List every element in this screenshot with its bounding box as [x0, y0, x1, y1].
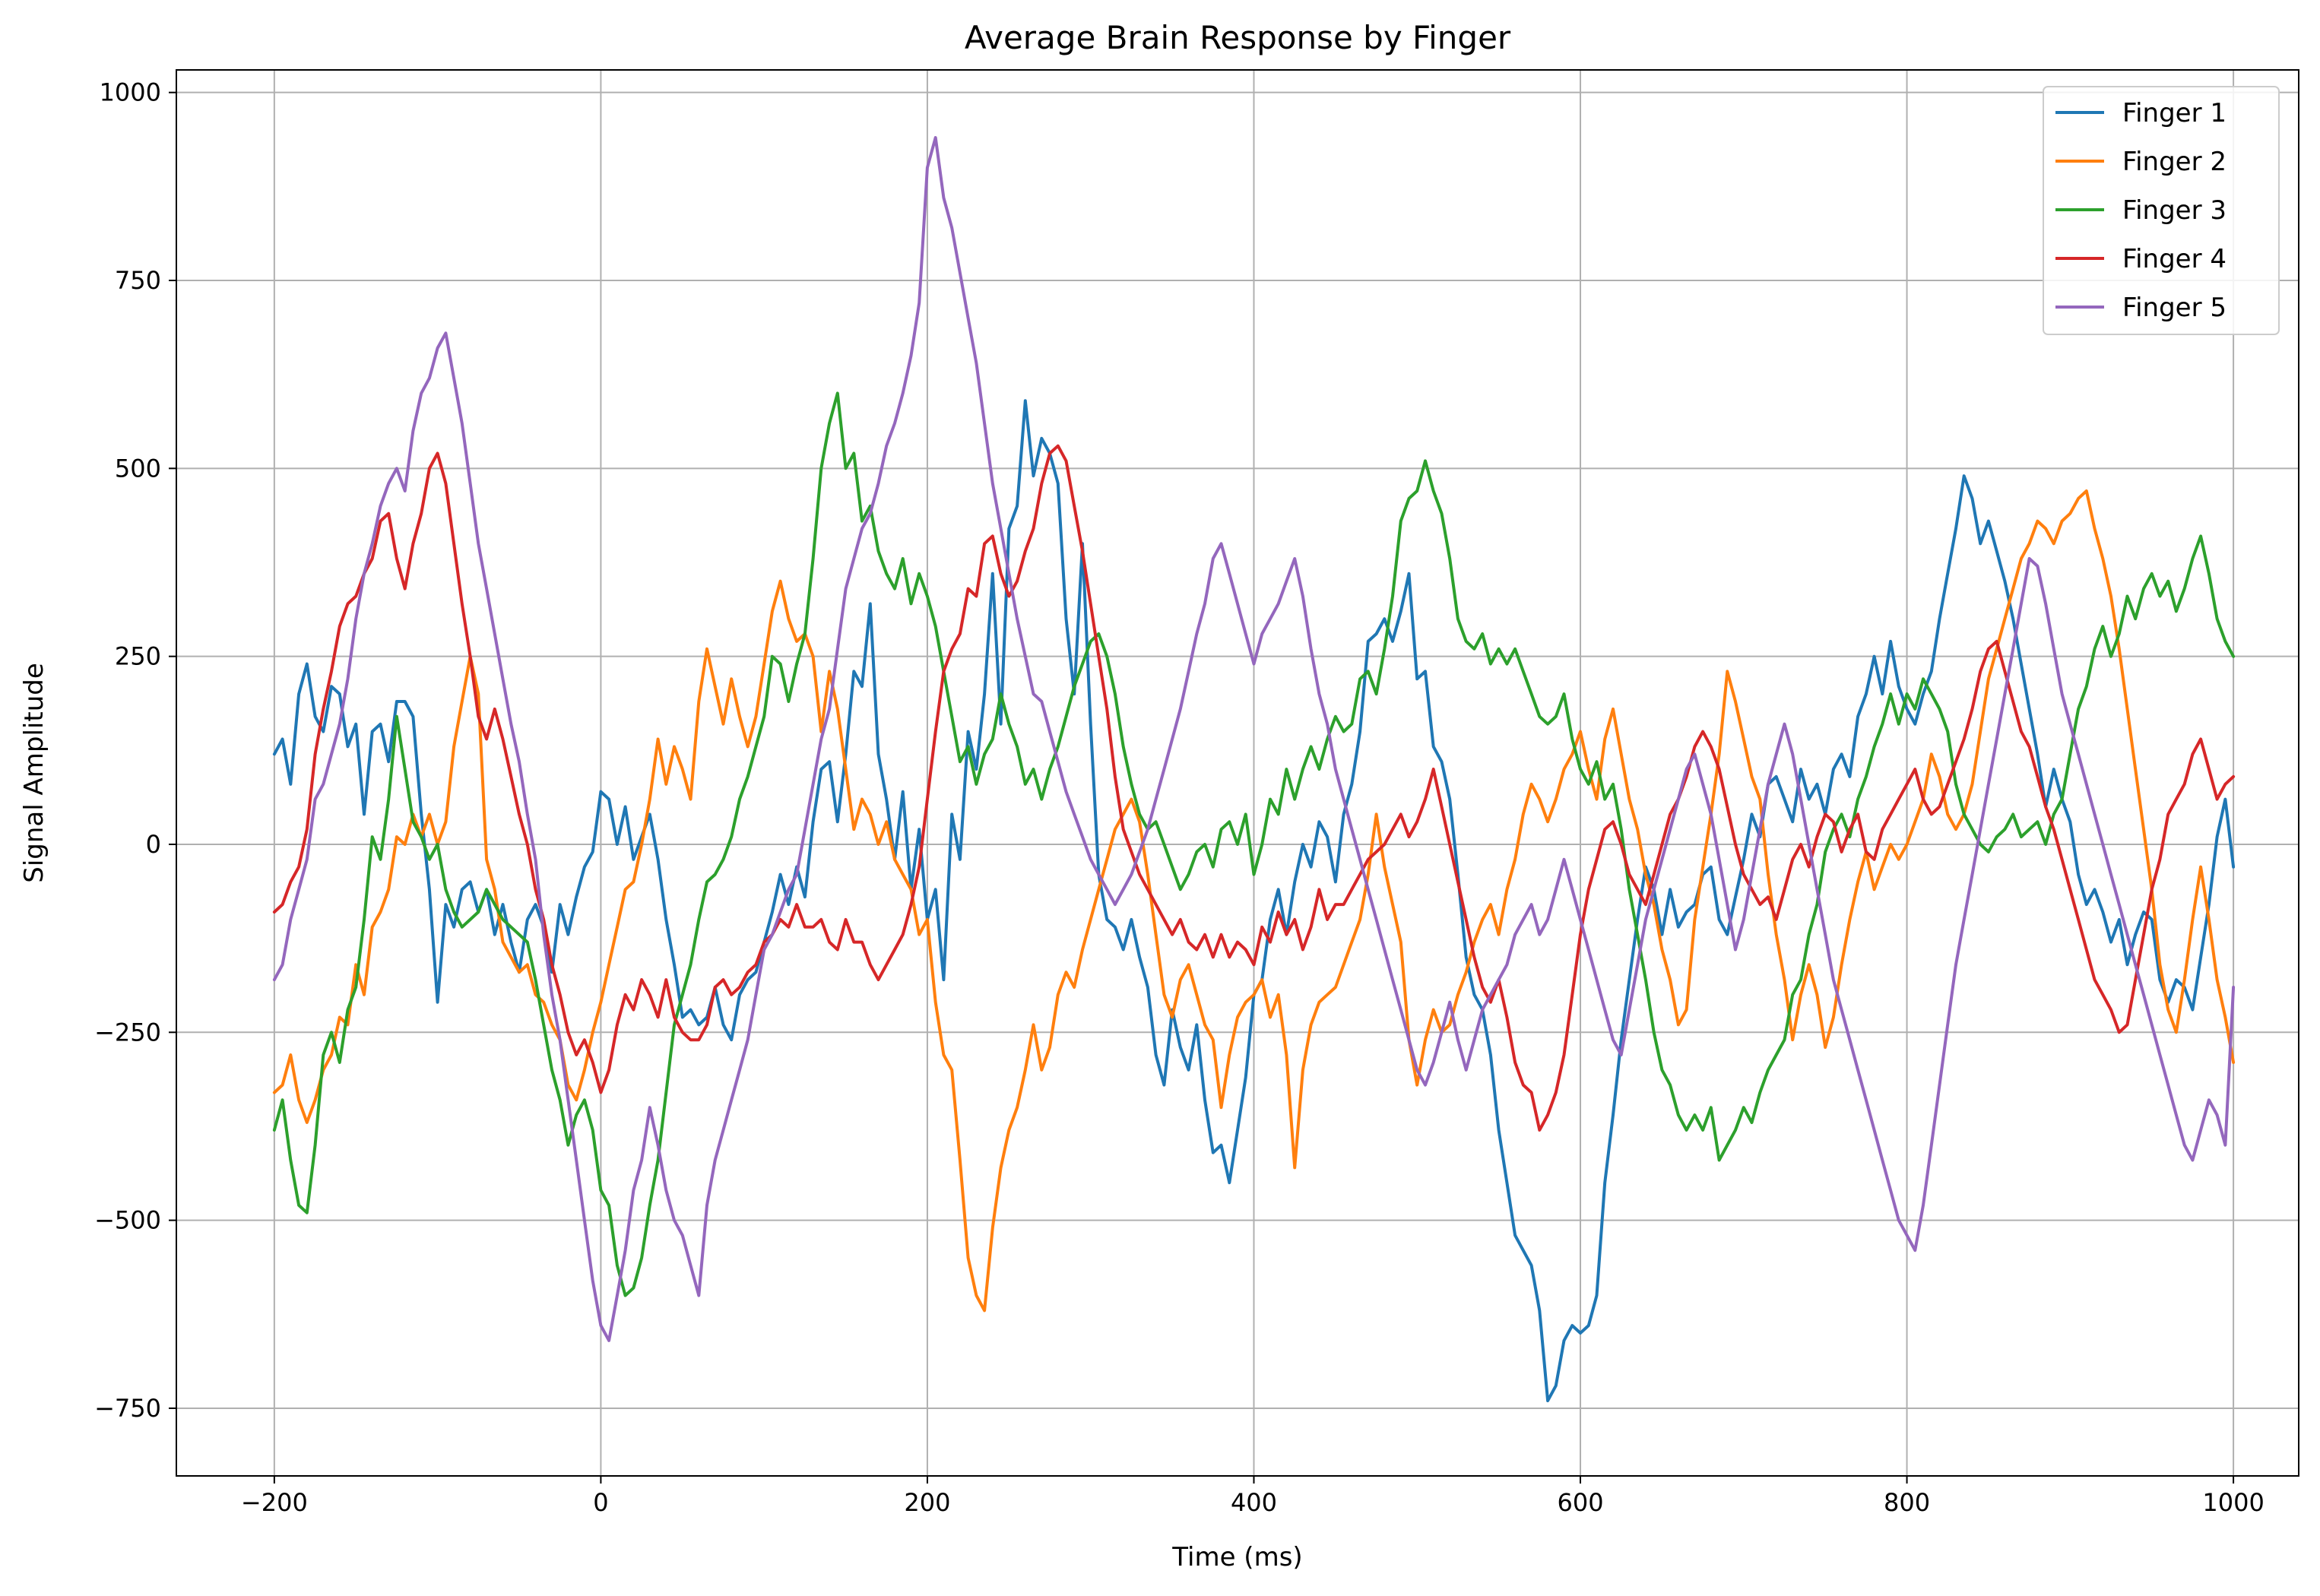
- x-tick-label: 1000: [2202, 1488, 2264, 1517]
- x-tick-label: −200: [241, 1488, 308, 1517]
- series-line-finger-5: [272, 136, 2236, 1342]
- legend-label: Finger 2: [2122, 147, 2227, 177]
- y-tick-label: 250: [115, 642, 161, 671]
- legend-label: Finger 1: [2122, 98, 2227, 128]
- y-tick-label: −750: [94, 1394, 161, 1423]
- x-tick-label: 600: [1557, 1488, 1603, 1517]
- y-axis-label: Signal Amplitude: [19, 663, 49, 882]
- plot-frame: [176, 69, 2299, 1477]
- y-tick-label: 500: [115, 454, 161, 483]
- x-tick-label: 800: [1884, 1488, 1930, 1517]
- legend-label: Finger 5: [2122, 293, 2227, 323]
- series-layer: [272, 136, 2236, 1403]
- x-tick-label: 200: [904, 1488, 950, 1517]
- y-tick-label: 1000: [100, 78, 161, 107]
- y-tick-label: 0: [146, 830, 161, 859]
- series-line-finger-4: [272, 444, 2236, 1132]
- y-tick-label: −250: [94, 1018, 161, 1047]
- series-line-finger-2: [272, 489, 2236, 1313]
- legend-label: Finger 4: [2122, 244, 2227, 274]
- legend-frame: [2043, 86, 2280, 335]
- legend-label: Finger 3: [2122, 195, 2227, 226]
- grid: [176, 70, 2299, 1476]
- y-axis: −750 −500 −250 0 250 500 750 1000: [94, 78, 176, 1423]
- y-tick-label: 750: [115, 266, 161, 295]
- x-tick-label: 400: [1231, 1488, 1277, 1517]
- chart-title: Average Brain Response by Finger: [965, 19, 1511, 56]
- legend: Finger 1 Finger 2 Finger 3 Finger 4 Finger 5: [2043, 86, 2280, 335]
- x-axis-label: Time (ms): [1171, 1542, 1302, 1572]
- x-axis: −200 0 200 400 600 800 1000: [241, 1476, 2265, 1517]
- y-tick-label: −500: [94, 1206, 161, 1235]
- x-tick-label: 0: [593, 1488, 608, 1517]
- series-line-finger-3: [272, 391, 2236, 1297]
